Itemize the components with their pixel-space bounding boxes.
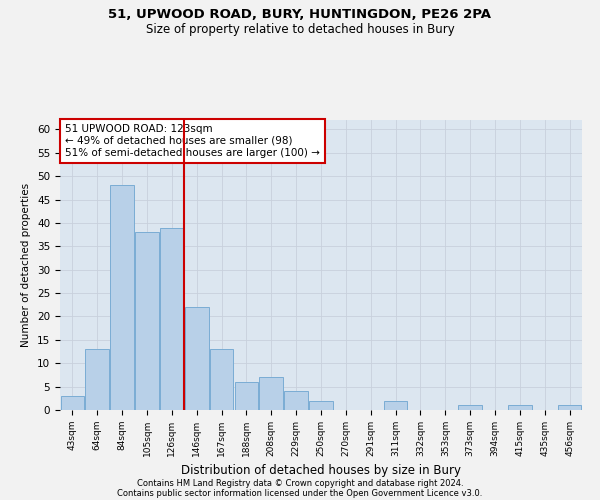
Bar: [110, 186, 134, 410]
Bar: [309, 400, 333, 410]
Bar: [458, 406, 482, 410]
X-axis label: Distribution of detached houses by size in Bury: Distribution of detached houses by size …: [181, 464, 461, 477]
Bar: [85, 349, 109, 410]
Bar: [210, 349, 233, 410]
Bar: [135, 232, 159, 410]
Text: Size of property relative to detached houses in Bury: Size of property relative to detached ho…: [146, 22, 454, 36]
Text: 51 UPWOOD ROAD: 123sqm
← 49% of detached houses are smaller (98)
51% of semi-det: 51 UPWOOD ROAD: 123sqm ← 49% of detached…: [65, 124, 320, 158]
Bar: [259, 378, 283, 410]
Bar: [558, 406, 581, 410]
Bar: [384, 400, 407, 410]
Text: 51, UPWOOD ROAD, BURY, HUNTINGDON, PE26 2PA: 51, UPWOOD ROAD, BURY, HUNTINGDON, PE26 …: [109, 8, 491, 20]
Bar: [235, 382, 258, 410]
Text: Contains public sector information licensed under the Open Government Licence v3: Contains public sector information licen…: [118, 488, 482, 498]
Bar: [160, 228, 184, 410]
Y-axis label: Number of detached properties: Number of detached properties: [22, 183, 31, 347]
Bar: [61, 396, 84, 410]
Text: Contains HM Land Registry data © Crown copyright and database right 2024.: Contains HM Land Registry data © Crown c…: [137, 478, 463, 488]
Bar: [508, 406, 532, 410]
Bar: [284, 392, 308, 410]
Bar: [185, 307, 209, 410]
